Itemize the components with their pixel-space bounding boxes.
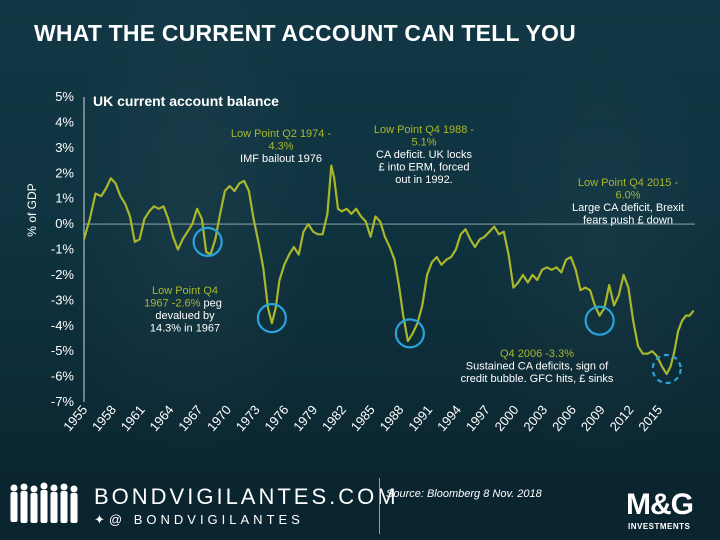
x-tick-label: 1964 — [146, 402, 176, 434]
annotation-text: credit bubble. GFC hits, £ sinks — [461, 373, 614, 385]
mg-investments-logo: M&G INVESTMENTS — [626, 488, 710, 536]
y-tick-label: -7% — [51, 394, 75, 409]
background-figure-left — [60, 0, 320, 480]
footer-divider — [379, 478, 380, 534]
series-line — [82, 164, 695, 376]
annotation-circle — [584, 305, 615, 336]
chart-title: UK current account balance — [93, 93, 279, 109]
x-tick-label: 1994 — [434, 402, 464, 434]
footer — [0, 470, 720, 540]
y-tick-label: 5% — [55, 89, 74, 104]
background-figure-right — [470, 20, 720, 480]
annotation-text: £ into ERM, forced — [378, 162, 469, 174]
annotation-text: CA deficit. UK locks — [376, 149, 472, 161]
y-tick-label: -1% — [51, 242, 75, 257]
y-tick-label: 4% — [55, 114, 74, 129]
y-tick-label: 0% — [55, 216, 74, 231]
people-silhouettes-icon — [10, 482, 78, 523]
logo-subtitle: INVESTMENTS — [628, 522, 691, 531]
brand-website[interactable]: BONDVIGILANTES.COM — [94, 484, 399, 509]
x-tick-label: 1982 — [319, 402, 349, 434]
y-tick-label: -3% — [51, 292, 75, 307]
annotation-text: out in 1992. — [395, 174, 453, 186]
y-tick-label: 2% — [55, 165, 74, 180]
annotation-circle — [192, 226, 223, 257]
twitter-handle[interactable]: ✦ @ BONDVIGILANTES — [94, 512, 304, 528]
annotation-text: devalued by — [155, 310, 215, 322]
x-tick-label: 1991 — [405, 402, 435, 434]
x-tick-label: 1997 — [463, 402, 493, 434]
y-tick-label: 3% — [55, 140, 74, 155]
annotation-highlight: 6.0% — [615, 190, 640, 202]
y-axis-label: % of GDP — [25, 183, 39, 236]
annotation-text: IMF bailout 1976 — [240, 153, 322, 165]
x-tick-label: 2012 — [607, 402, 637, 434]
x-tick-label: 1985 — [348, 402, 378, 434]
source-note: Source: Bloomberg 8 Nov. 2018 — [386, 488, 542, 500]
twitter-handle-text: @ BONDVIGILANTES — [108, 512, 304, 527]
x-tick-label: 1961 — [118, 402, 148, 434]
x-tick-label: 2006 — [549, 402, 579, 434]
annotation-circle — [256, 303, 287, 334]
y-tick-label: 1% — [55, 191, 74, 206]
logo-wordmark: M&G — [626, 488, 694, 521]
twitter-bird-icon: ✦ — [94, 512, 105, 527]
annotation-circle — [394, 318, 425, 349]
annotation-highlight: Low Point Q4 — [152, 285, 218, 297]
x-tick-label: 1973 — [233, 402, 263, 434]
x-tick-label: 1958 — [89, 402, 119, 434]
x-tick-label: 1979 — [290, 402, 320, 434]
x-tick-label: 1970 — [204, 402, 234, 434]
annotation-highlight: 4.3% — [268, 141, 293, 153]
annotation-text: Sustained CA deficits, sign of — [466, 361, 609, 373]
annotation-highlight: Low Point Q4 2015 - — [578, 177, 679, 189]
x-tick-label: 2015 — [635, 402, 665, 434]
x-tick-label: 1967 — [175, 402, 205, 434]
y-tick-label: -5% — [51, 343, 75, 358]
y-tick-label: -4% — [51, 318, 75, 333]
annotation-highlight: Low Point Q2 1974 - — [231, 128, 332, 140]
x-tick-label: 1988 — [376, 402, 406, 434]
slide-title: WHAT THE CURRENT ACCOUNT CAN TELL YOU — [34, 20, 576, 46]
annotation-circle — [651, 353, 682, 385]
annotation-highlight: 5.1% — [411, 137, 436, 149]
annotation-text: 14.3% in 1967 — [150, 323, 220, 335]
y-tick-label: -2% — [51, 267, 75, 282]
annotation-highlight: Q4 2006 -3.3% — [500, 348, 574, 360]
y-tick-label: -6% — [51, 369, 75, 384]
annotation-text: fears push £ down — [583, 215, 673, 227]
x-tick-label: 2009 — [578, 402, 608, 434]
annotation-highlight: Low Point Q4 1988 - — [374, 124, 475, 136]
annotation-text: Large CA deficit, Brexit — [572, 202, 684, 214]
x-tick-label: 1976 — [261, 402, 291, 434]
background-panel — [0, 0, 720, 470]
x-tick-label: 2003 — [520, 402, 550, 434]
annotation-highlight: 1967 -2.6% peg — [144, 298, 222, 310]
x-tick-label: 2000 — [492, 402, 522, 434]
line-chart: 5%4%3%2%1%0%-1%-2%-3%-4%-5%-6%-7%1955195… — [25, 89, 695, 434]
